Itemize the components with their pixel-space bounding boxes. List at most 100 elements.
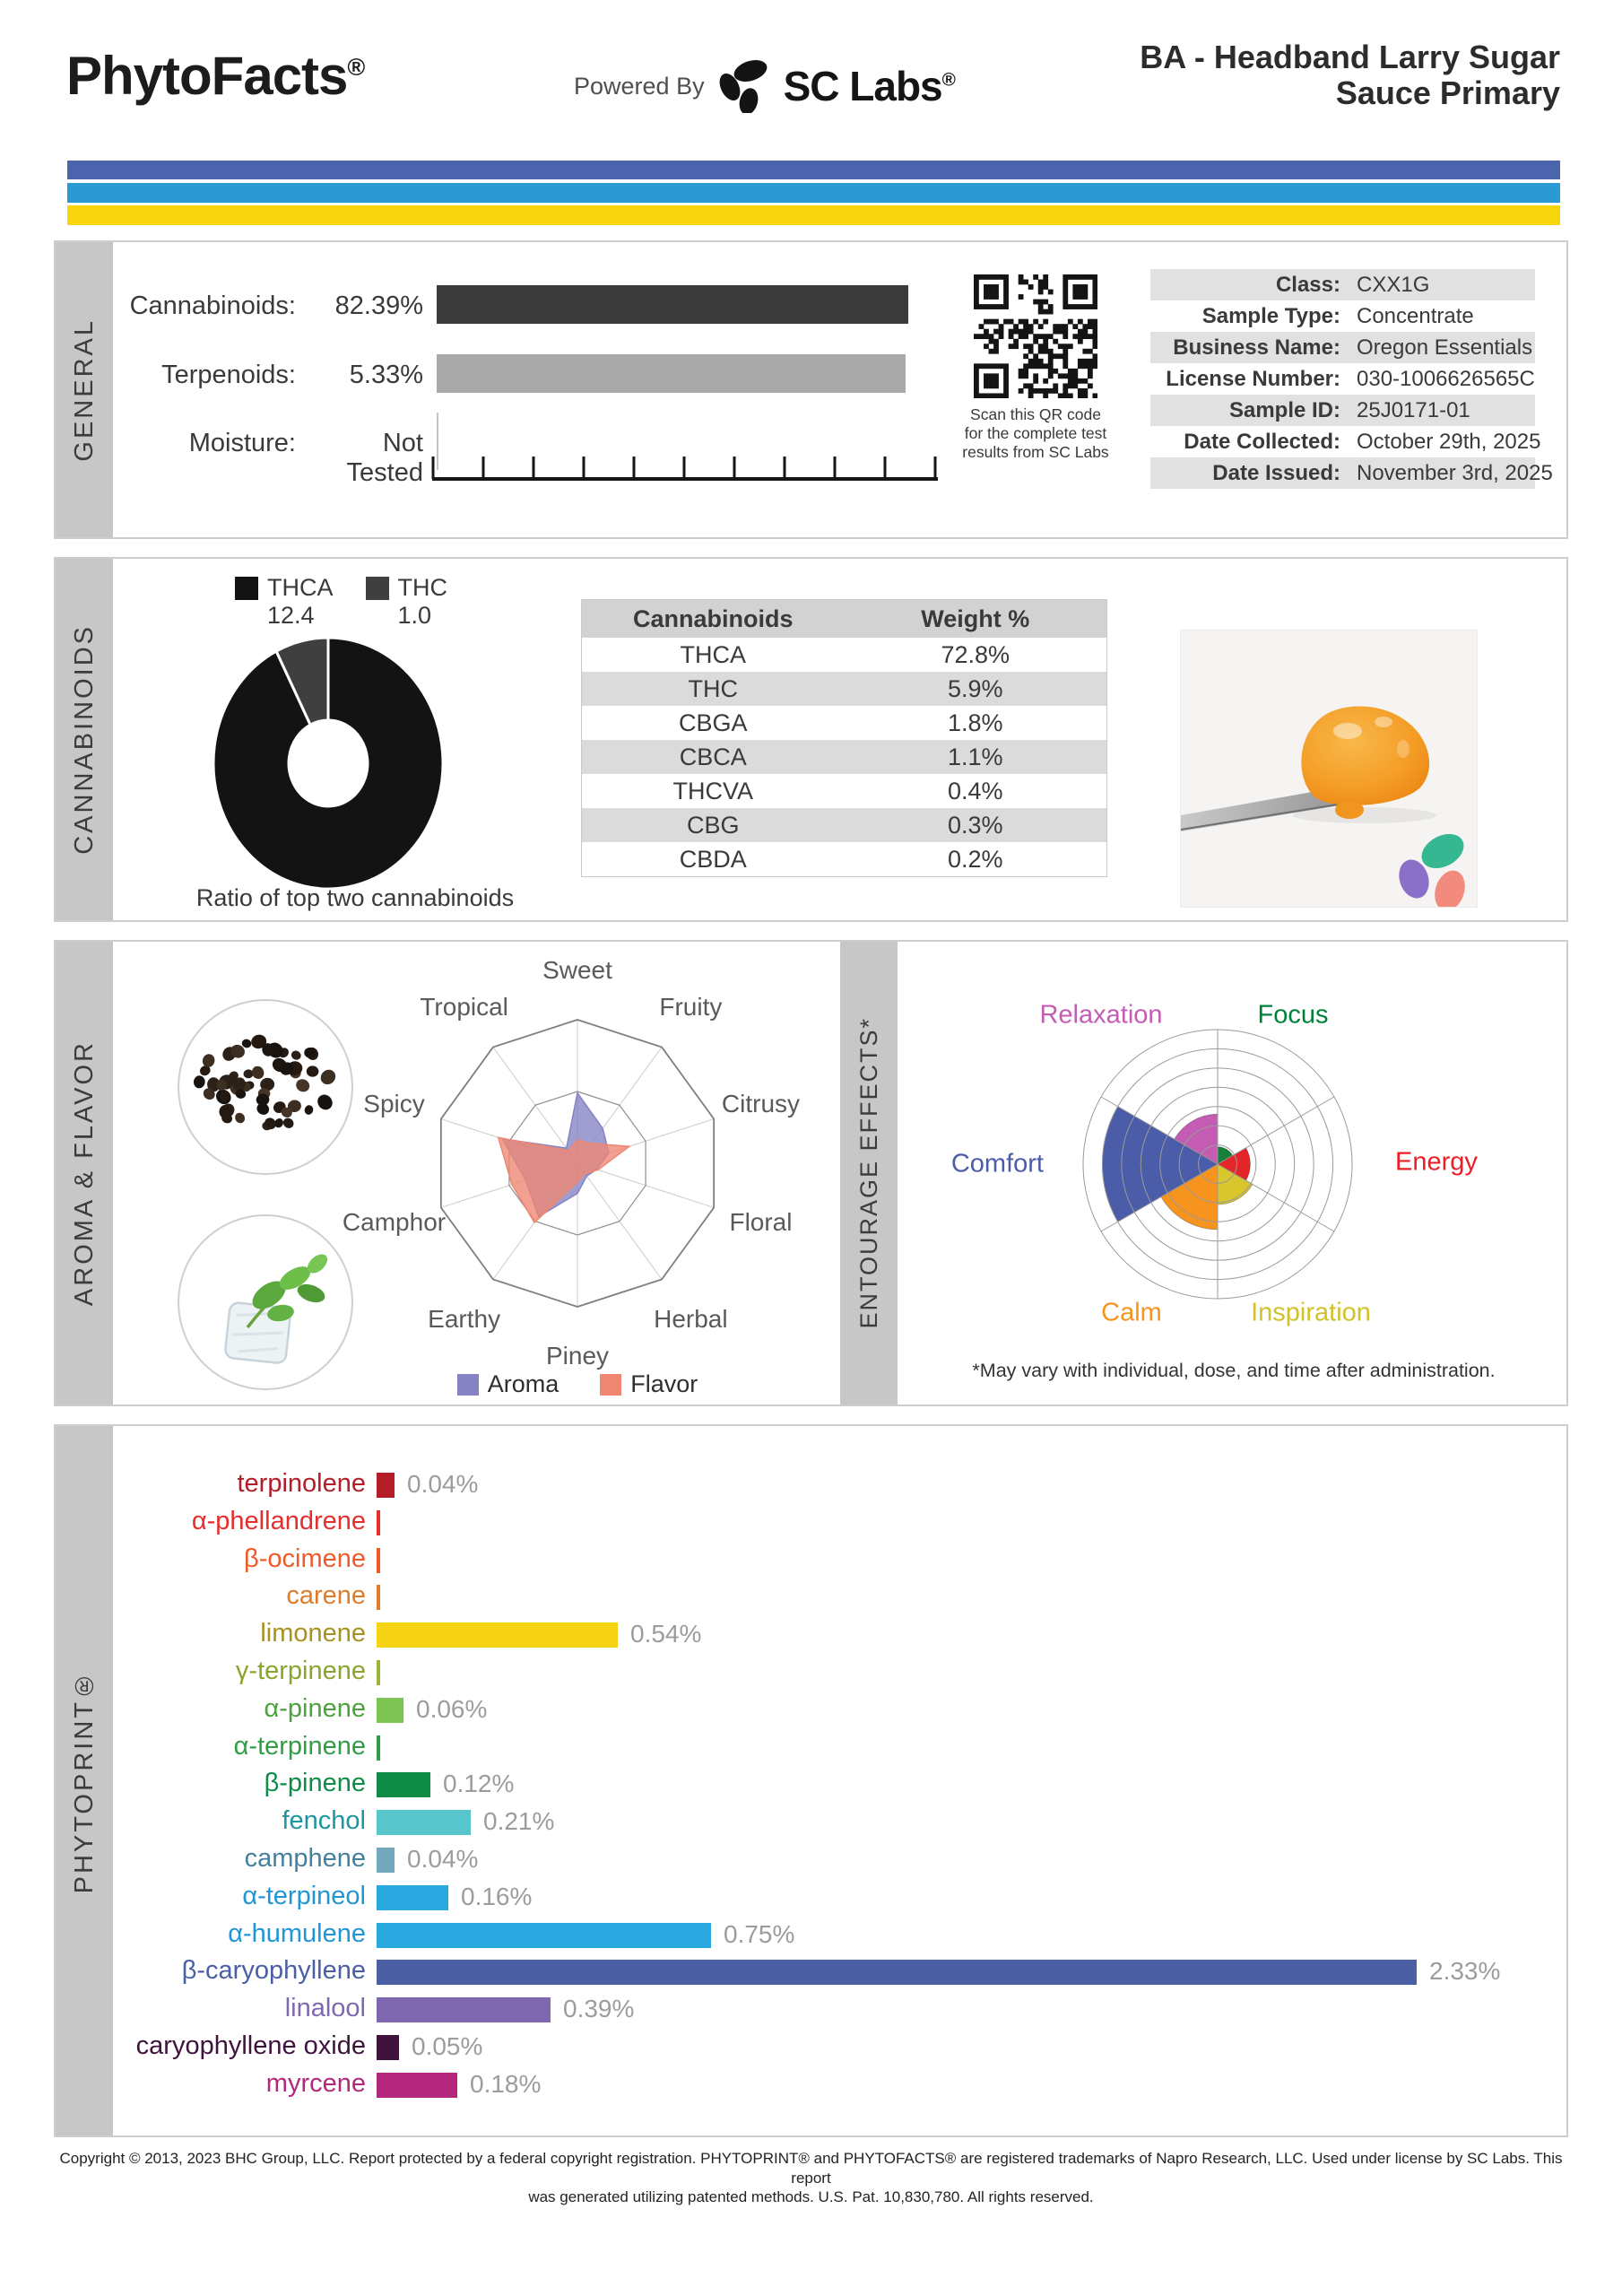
header-stripe-3 — [67, 205, 1560, 225]
terpene-value: 0.16% — [461, 1882, 533, 1910]
terpene-value: 0.39% — [563, 1995, 635, 2023]
donut-legend-value: 12.4 — [267, 602, 315, 629]
legend-swatch-icon — [235, 576, 258, 600]
mint-ice-photo — [178, 1214, 353, 1390]
donut-legend: THCA 12.4 THC 1.0 — [235, 574, 447, 630]
cannabinoid-donut-chart — [212, 636, 445, 891]
entourage-label: Comfort — [950, 1149, 1044, 1178]
entourage-label: Inspiration — [1251, 1298, 1371, 1327]
brand-text: PhytoFacts — [66, 46, 348, 106]
info-row: Date Collected: October 29th, 2025 — [1150, 426, 1540, 457]
info-row-label: Sample Type: — [1201, 303, 1340, 328]
entourage-polar-chart — [1082, 1029, 1353, 1300]
section-entourage-label: ENTOURAGE EFFECTS* — [854, 1017, 882, 1329]
info-row-value: November 3rd, 2025 — [1357, 460, 1553, 485]
terpene-bar — [377, 1660, 380, 1685]
cannabinoids-level-label: Cannabinoids: — [129, 291, 296, 320]
info-row-label: License Number: — [1166, 366, 1340, 391]
cannabinoid-weight: 1.1% — [947, 743, 1003, 770]
entourage-footnote: *May vary with individual, dose, and tim… — [972, 1360, 1496, 1381]
powered-by-group: Powered By SC Labs® — [574, 59, 956, 113]
qr-caption-line1: Scan this QR code — [970, 405, 1101, 423]
terpene-label: camphene — [244, 1844, 366, 1873]
terpenoids-level-value: 5.33% — [349, 361, 423, 389]
info-row-label: Business Name: — [1173, 335, 1340, 360]
terpenoids-level-label: Terpenoids: — [161, 361, 296, 389]
terpene-label: terpinolene — [237, 1469, 367, 1498]
terpene-bar — [377, 1772, 430, 1798]
cannabinoid-weight: 5.9% — [947, 674, 1003, 702]
terpene-bar — [377, 2035, 399, 2060]
radar-axis-label: Citrusy — [721, 1089, 801, 1118]
cannabinoid-weight: 72.8% — [941, 640, 1010, 668]
phytofacts-logo: PhytoFacts® — [66, 45, 365, 107]
radar-axis-label: Fruity — [659, 993, 723, 1022]
info-row-value: October 29th, 2025 — [1357, 429, 1541, 454]
terpenoids-level-bar — [437, 354, 906, 393]
sidebar-aroma-flavor: AROMA & FLAVOR — [56, 942, 113, 1405]
cannabinoid-table-header-weight: Weight % — [921, 604, 1030, 632]
entourage-label: Calm — [1101, 1298, 1162, 1327]
terpene-label: linalool — [284, 1994, 366, 2023]
terpene-value: 0.21% — [483, 1807, 555, 1836]
terpene-label: β-ocimene — [244, 1544, 366, 1573]
sample-photo — [1180, 630, 1478, 911]
qr-caption: Scan this QR code for the complete test … — [924, 405, 1148, 462]
terpene-value: 2.33% — [1429, 1957, 1501, 1986]
terpene-value: 0.12% — [443, 1770, 515, 1798]
info-row-value: 25J0171-01 — [1357, 397, 1470, 422]
entourage-label: Focus — [1257, 1000, 1329, 1030]
entourage-label: Energy — [1395, 1147, 1478, 1177]
info-row: Sample Type: Concentrate — [1150, 300, 1535, 332]
terpene-label: α-terpineol — [242, 1881, 366, 1910]
info-row-value: Oregon Essentials — [1357, 335, 1533, 360]
terpene-bar — [377, 2072, 457, 2098]
cannabinoid-weight: 0.2% — [947, 845, 1003, 873]
peppercorns-photo — [178, 999, 353, 1175]
radar-axis-label: Floral — [729, 1208, 793, 1237]
radar-axis-label: Earthy — [428, 1304, 501, 1333]
terpene-value: 0.18% — [470, 2069, 542, 2098]
concentrate-photo-graphic — [1180, 706, 1465, 911]
legend-swatch-icon — [456, 1373, 479, 1396]
brand-reg-mark: ® — [347, 54, 365, 81]
info-row-label: Sample ID: — [1228, 397, 1340, 422]
info-row: Sample ID: 25J0171-01 — [1150, 395, 1535, 426]
header-stripe-2 — [67, 183, 1560, 203]
section-aroma-label: AROMA & FLAVOR — [69, 1039, 99, 1307]
cannabinoids-level-bar — [437, 285, 908, 324]
legend-swatch-icon — [600, 1373, 622, 1396]
terpene-bar — [377, 1697, 403, 1723]
aroma-flavor-legend-item: Aroma — [456, 1370, 559, 1398]
cannabinoid-table-row: CBDA 0.2% — [582, 842, 1106, 876]
sclabs-dots-icon — [1435, 870, 1465, 911]
terpene-value: 0.04% — [407, 1470, 479, 1498]
terpene-bar — [377, 1622, 618, 1648]
cannabinoid-name: THC — [688, 674, 739, 702]
moisture-level-value: Not Tested — [346, 429, 423, 487]
cannabinoid-table-header: Cannabinoids Weight % — [582, 600, 1106, 638]
terpene-bar — [377, 1810, 471, 1836]
cannabinoid-weight: 0.4% — [947, 777, 1003, 804]
terpene-label: myrcene — [265, 2068, 366, 2098]
terpene-bar — [377, 1473, 395, 1498]
donut-legend-row: THCA — [235, 574, 334, 602]
donut-legend-item: THCA 12.4 — [235, 574, 334, 630]
sidebar-cannabinoids: CANNABINOIDS — [56, 559, 113, 920]
sclabs-wordmark: SC Labs® — [784, 62, 956, 110]
cannabinoid-table-row: CBG 0.3% — [582, 808, 1106, 842]
info-row-label: Date Collected: — [1184, 429, 1340, 454]
terpene-value: 0.05% — [412, 2032, 483, 2060]
footer-line1: Copyright © 2013, 2023 BHC Group, LLC. R… — [59, 2150, 1563, 2187]
terpene-bar — [377, 1960, 1417, 1986]
cannabinoid-weight: 1.8% — [947, 709, 1003, 736]
terpene-bar — [377, 1509, 380, 1535]
cannabinoid-name: CBG — [686, 811, 740, 839]
qr-caption-line2: for the complete test — [964, 424, 1107, 442]
radar-axis-label: Herbal — [654, 1304, 728, 1333]
terpene-label: α-phellandrene — [191, 1506, 366, 1535]
radar-axis-label: Tropical — [420, 993, 508, 1022]
terpene-label: γ-terpinene — [235, 1657, 366, 1685]
moisture-baseline — [437, 413, 438, 470]
